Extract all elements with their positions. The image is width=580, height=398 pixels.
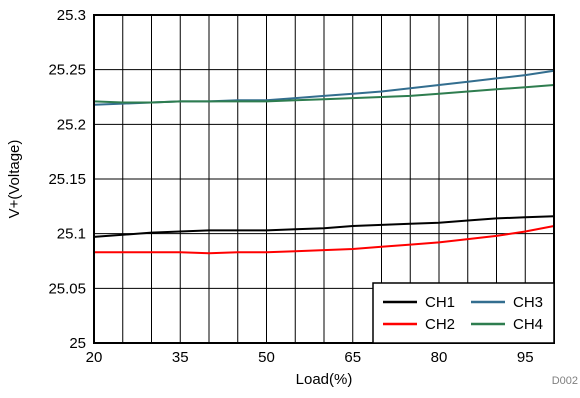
x-axis-title: Load(%) bbox=[296, 371, 353, 388]
x-tick-label: 50 bbox=[258, 349, 275, 366]
x-tick-label: 95 bbox=[517, 349, 534, 366]
y-tick-label: 25.25 bbox=[48, 62, 86, 79]
x-tick-label: 80 bbox=[431, 349, 448, 366]
y-axis-title: V+(Voltage) bbox=[6, 140, 23, 219]
x-tick-label: 65 bbox=[344, 349, 361, 366]
y-tick-label: 25.05 bbox=[48, 280, 86, 297]
legend-label-ch4: CH4 bbox=[513, 316, 543, 333]
figure-id-label: D002 bbox=[552, 375, 578, 387]
legend: CH1 CH2 CH3 CH4 bbox=[373, 283, 554, 343]
y-tick-label: 25.3 bbox=[57, 7, 86, 24]
legend-label-ch1: CH1 bbox=[425, 294, 455, 311]
y-tick-label: 25.15 bbox=[48, 171, 86, 188]
y-tick-label: 25 bbox=[69, 335, 86, 352]
y-tick-label: 25.1 bbox=[57, 226, 86, 243]
legend-label-ch3: CH3 bbox=[513, 294, 543, 311]
x-tick-label: 20 bbox=[86, 349, 103, 366]
y-tick-label: 25.2 bbox=[57, 116, 86, 133]
legend-box bbox=[373, 283, 554, 343]
legend-label-ch2: CH2 bbox=[425, 316, 455, 333]
x-tick-label: 35 bbox=[172, 349, 189, 366]
